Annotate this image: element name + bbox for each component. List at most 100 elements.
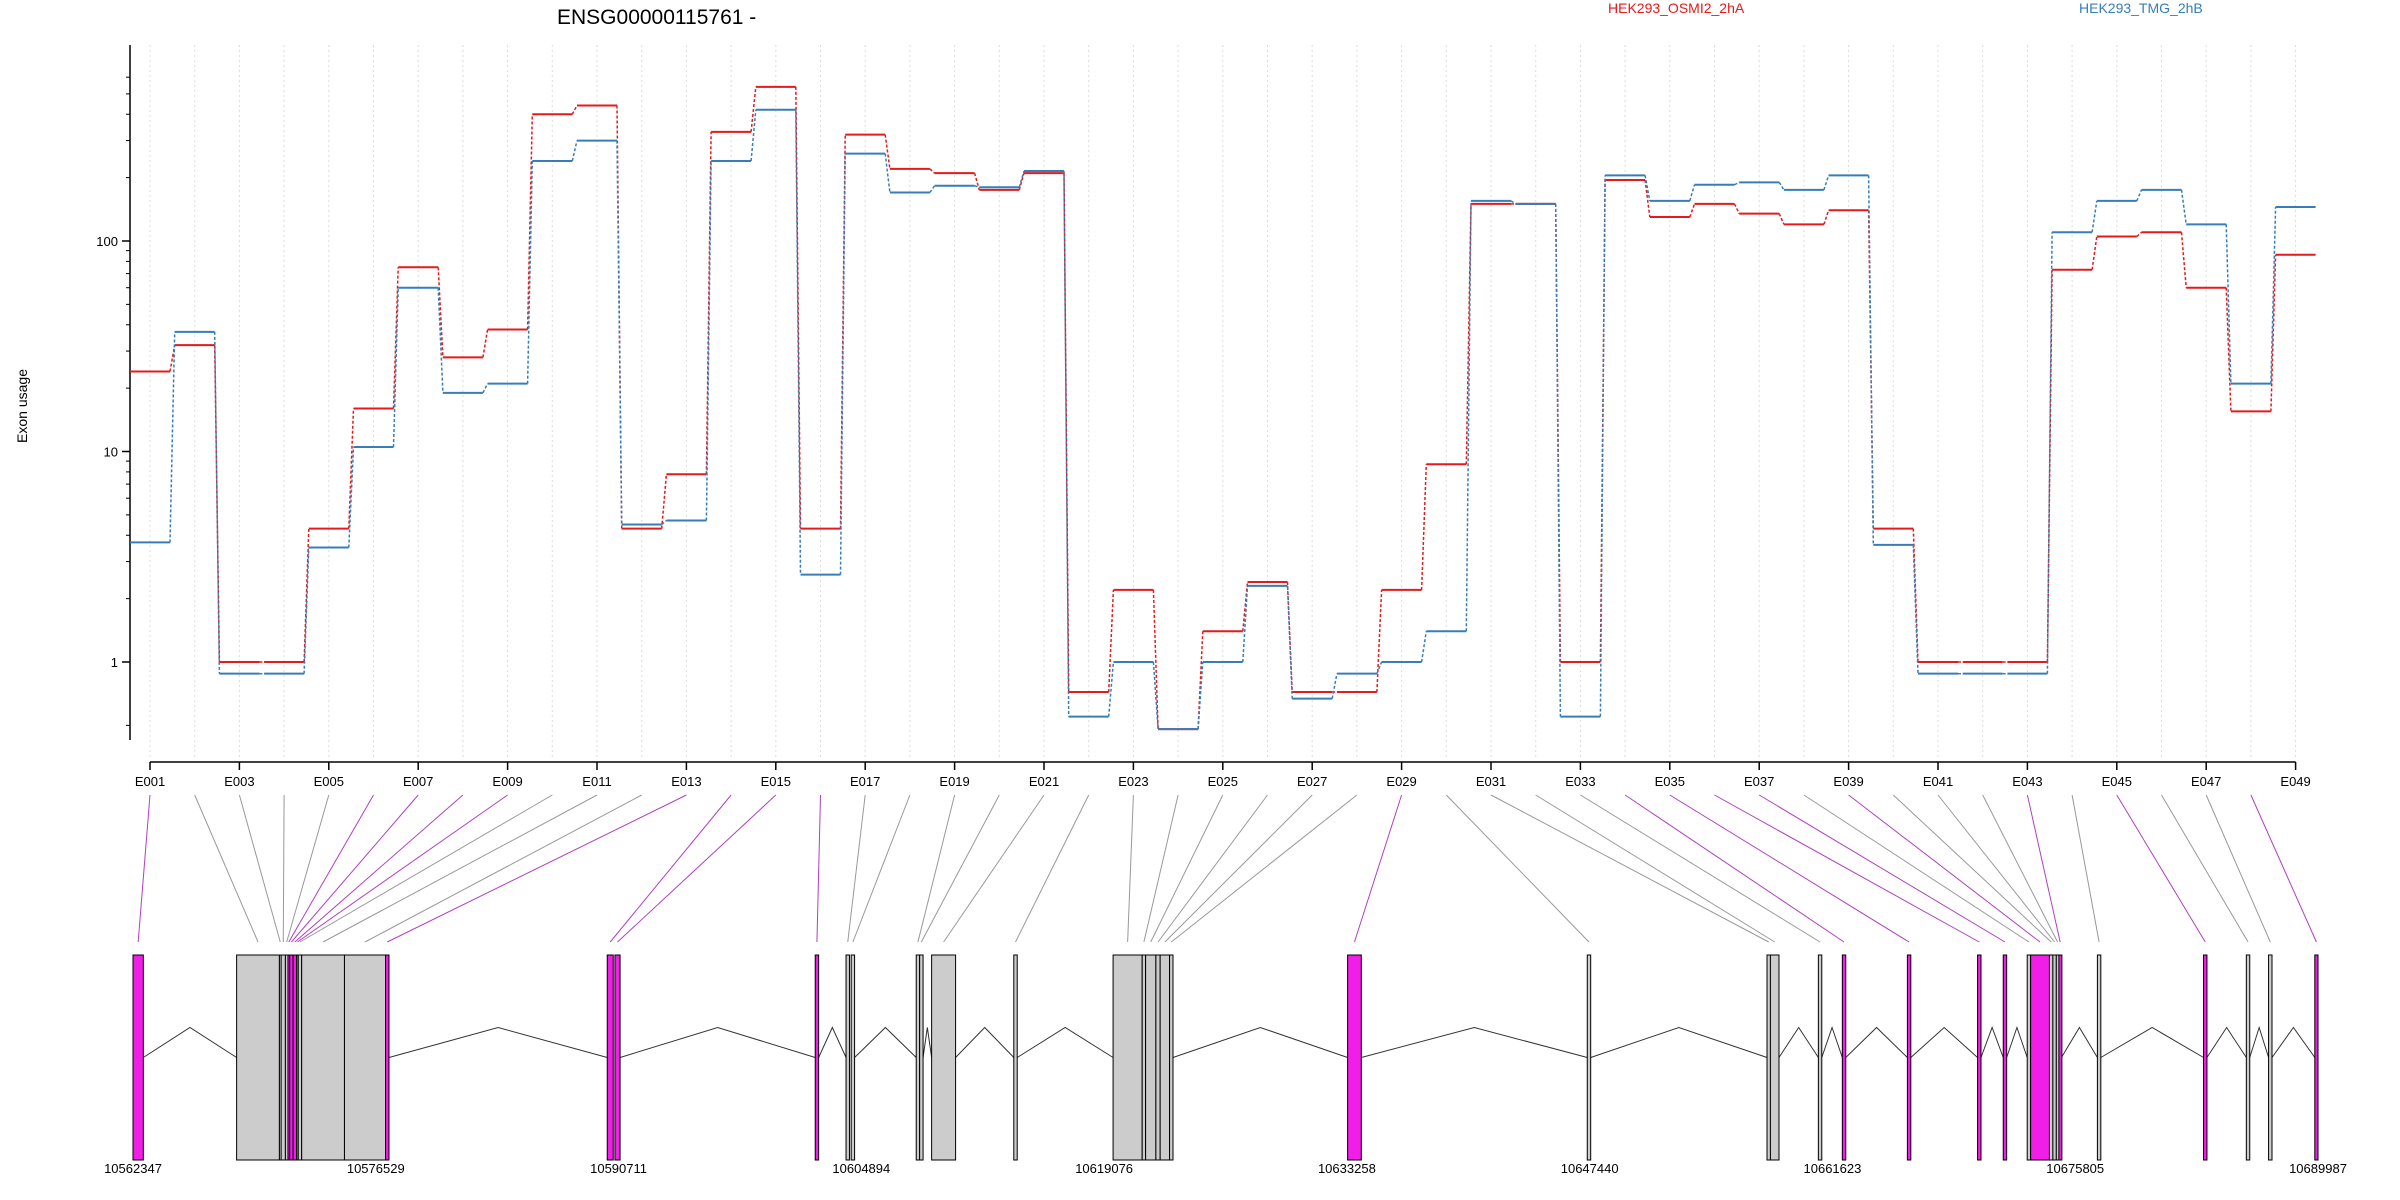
exon-connector	[617, 794, 777, 943]
osmi2-connector	[437, 267, 444, 358]
exon-box	[850, 954, 856, 1161]
exon-box	[915, 954, 921, 1161]
exon-connector	[1669, 794, 1910, 943]
x-tick-label: E003	[224, 774, 254, 789]
x-tick-label: E001	[135, 774, 165, 789]
x-tick-label: E005	[314, 774, 344, 789]
exon-box	[297, 954, 303, 1161]
exon-connector	[2250, 794, 2317, 943]
exon-connector	[286, 794, 330, 943]
x-tick-label: E039	[1833, 774, 1863, 789]
y-axis: 1 10 100	[96, 45, 131, 740]
intron-line	[2006, 1025, 2028, 1058]
osmi2-connector	[1823, 210, 1830, 225]
tmg-connector	[1689, 184, 1696, 202]
osmi2-connector	[1197, 631, 1204, 730]
osmi2-connector	[1152, 589, 1159, 730]
exon-connector	[238, 794, 281, 943]
exon-connector	[2161, 794, 2249, 943]
exon-box	[2245, 954, 2251, 1161]
exon-connector	[852, 794, 911, 943]
tmg-connector	[571, 140, 578, 162]
y-tick-label: 10	[104, 445, 118, 460]
intron-line	[1361, 1026, 1588, 1058]
x-tick-label: E033	[1565, 774, 1595, 789]
exon-connector	[1982, 794, 2059, 943]
tmg-connector	[1197, 661, 1204, 730]
tmg-connector	[1465, 200, 1472, 632]
exon-box	[2030, 954, 2050, 1161]
exon-box	[1769, 954, 1780, 1161]
tmg-connector	[526, 160, 534, 384]
exon-box	[1112, 954, 1143, 1161]
intron-line	[1845, 1026, 1908, 1058]
exon-box	[2314, 954, 2319, 1161]
osmi2-connector	[1733, 203, 1740, 214]
intron-line	[1980, 1026, 2004, 1058]
tmg-connector	[2136, 189, 2143, 202]
exon-connector	[1164, 794, 1313, 943]
intron-line	[619, 1026, 816, 1058]
exon-connector	[2116, 794, 2206, 943]
tmg-connector	[1286, 585, 1293, 699]
exon-connector	[282, 794, 285, 943]
exon-box	[2026, 954, 2032, 1161]
exon-box	[292, 954, 298, 1161]
intron-line	[1016, 1026, 1114, 1058]
tmg-connector	[661, 519, 667, 526]
osmi2-connector	[571, 105, 578, 115]
exon-box	[1906, 954, 1912, 1161]
series-osmi2-line	[130, 85, 2316, 731]
tmg-connector	[348, 447, 355, 548]
osmi2-connector	[2225, 287, 2232, 412]
tmg-connector	[1152, 661, 1159, 730]
tmg-connector	[1420, 631, 1428, 663]
intron-line	[143, 1026, 237, 1058]
exon-box	[280, 954, 286, 1161]
exon-box	[1347, 954, 1362, 1161]
exon-box	[1013, 954, 1018, 1161]
tmg-connector	[884, 153, 891, 193]
osmi2-connector	[2270, 254, 2277, 412]
tmg-connector	[1554, 203, 1562, 717]
exon-box	[385, 954, 390, 1161]
osmi2-connector	[973, 172, 981, 191]
y-tick-label: 1	[111, 655, 118, 670]
exon-box	[1977, 954, 1982, 1161]
exon-connector	[1580, 794, 1821, 943]
x-tick-label: E009	[492, 774, 522, 789]
tmg-connector	[1912, 544, 1919, 674]
x-tick-label: E023	[1118, 774, 1148, 789]
exon-box	[343, 954, 387, 1161]
exon-connector	[2205, 794, 2271, 943]
osmi2-connector	[482, 329, 489, 358]
x-tick-label: E011	[582, 774, 611, 789]
intron-line	[922, 1027, 933, 1058]
osmi2-connector	[929, 168, 936, 174]
tmg-connector	[1823, 175, 1830, 191]
tmg-connector	[839, 153, 846, 575]
exon-box	[1155, 954, 1161, 1161]
legend-series-b: HEK293_TMG_2hB	[2079, 0, 2203, 16]
exon-connector	[920, 794, 1000, 943]
exon-box	[1817, 954, 1823, 1161]
legend-series-a: HEK293_OSMI2_2hA	[1608, 0, 1745, 16]
x-tick-label: E025	[1208, 774, 1238, 789]
tmg-connector	[1107, 661, 1115, 717]
exon-box	[1141, 954, 1147, 1161]
exon-connector	[1170, 794, 1358, 943]
exon-box	[1159, 954, 1171, 1161]
exon-connector	[847, 794, 866, 943]
genomic-tick-label: 10675805	[2046, 1161, 2104, 1176]
exon-connector	[364, 794, 642, 943]
intron-line	[2271, 1026, 2316, 1058]
exon-box	[1841, 954, 1847, 1161]
exon-connector	[1150, 794, 1224, 943]
intron-line	[2061, 1026, 2098, 1058]
exon-connector	[194, 794, 259, 943]
series-tmg-line	[130, 108, 2316, 731]
tmg-connector	[1018, 170, 1025, 188]
exon-connector	[917, 794, 956, 943]
osmi2-connector	[1778, 213, 1785, 225]
